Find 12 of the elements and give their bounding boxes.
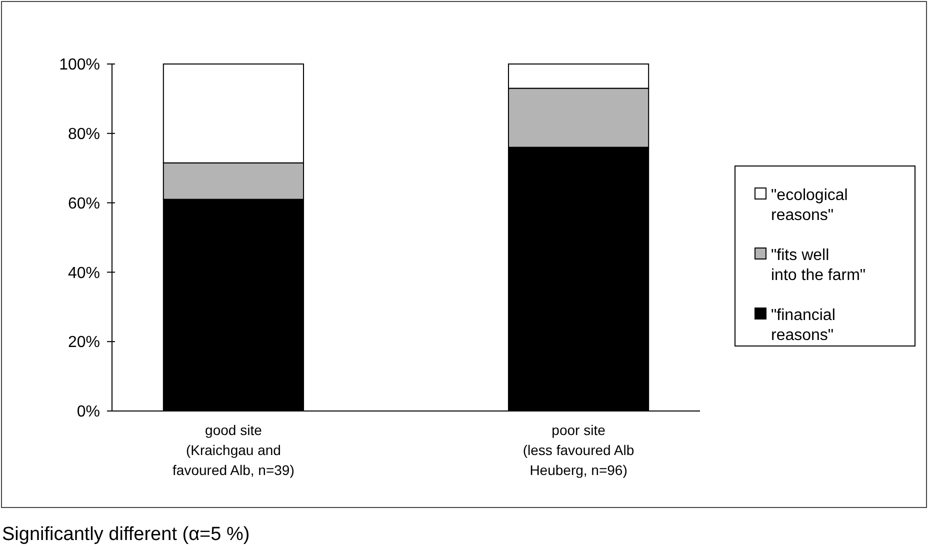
- x-tick-label: poor site (less favoured Alb Heuberg, n=96): [522, 422, 634, 478]
- text: Significantly different (α=5 %): [2, 524, 250, 545]
- y-tick-label: 0%: [76, 404, 100, 421]
- legend-label: "financial reasons": [771, 307, 836, 344]
- y-tick-label: 80%: [68, 126, 100, 143]
- y-tick-label: 100%: [59, 56, 100, 74]
- y-tick-label: 20%: [68, 334, 100, 352]
- x-tick-label: good site (Kraichgau and favoured Alb, n=39): [172, 422, 294, 478]
- legend-label: "ecological reasons": [771, 187, 848, 224]
- y-tick-label: 40%: [68, 264, 100, 282]
- legend-label: "fits well into the farm": [771, 247, 866, 284]
- y-tick-label: 60%: [68, 195, 100, 212]
